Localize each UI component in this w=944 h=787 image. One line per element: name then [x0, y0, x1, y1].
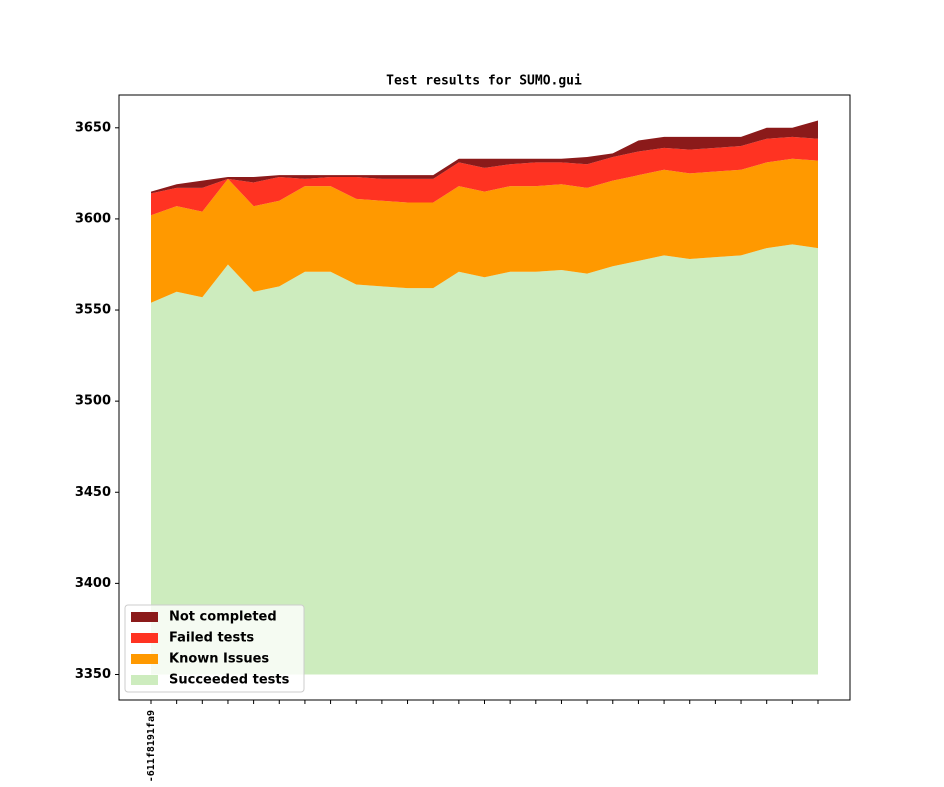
legend-label: Known Issues — [169, 652, 269, 667]
area — [151, 120, 818, 194]
y-tick-label: 3650 — [75, 120, 111, 135]
area — [151, 158, 818, 303]
y-tick-label: 3550 — [75, 303, 111, 318]
legend-swatch — [131, 654, 158, 664]
x-tick-label-group: -611f8191fa9 — [146, 710, 157, 782]
y-tick-label: 3350 — [75, 667, 111, 682]
area — [151, 244, 818, 675]
x-tick-label: -611f8191fa9 — [146, 710, 157, 782]
area — [151, 136, 818, 216]
legend-swatch — [131, 612, 158, 622]
legend-label: Failed tests — [169, 631, 254, 646]
y-tick-label: 3500 — [75, 394, 111, 409]
legend-box — [124, 604, 305, 693]
chart-title: Test results for SUMO.gui — [386, 74, 582, 89]
legend-label: Not completed — [169, 610, 277, 625]
legend-swatch — [131, 675, 158, 685]
y-tick-label: 3400 — [75, 576, 111, 591]
legend-swatch — [131, 633, 158, 643]
legend-label: Succeeded tests — [169, 673, 290, 688]
y-tick-label: 3450 — [75, 485, 111, 500]
y-tick-label: 3600 — [75, 211, 111, 226]
